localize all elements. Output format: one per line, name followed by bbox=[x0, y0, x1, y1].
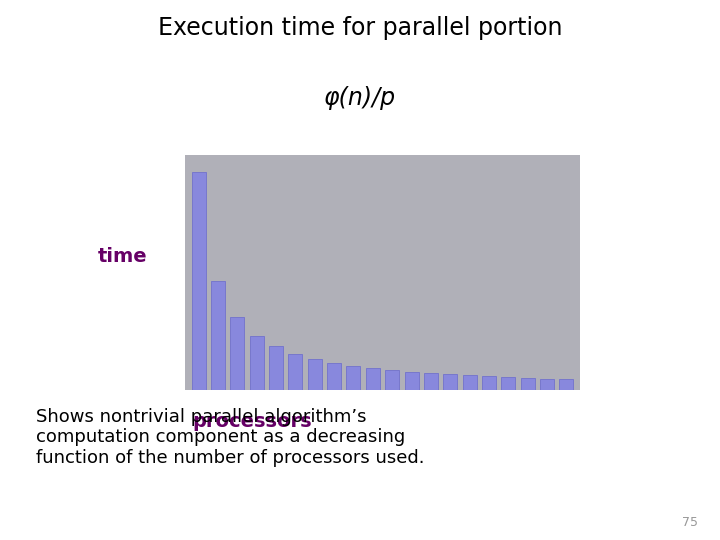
Bar bbox=[327, 363, 341, 390]
Bar bbox=[192, 172, 205, 390]
Bar bbox=[211, 281, 225, 390]
Bar bbox=[463, 375, 477, 390]
Bar bbox=[289, 354, 302, 390]
Text: Shows nontrivial parallel algorithm’s
computation component as a decreasing
func: Shows nontrivial parallel algorithm’s co… bbox=[36, 408, 425, 467]
Bar bbox=[230, 318, 244, 390]
Text: processors: processors bbox=[192, 411, 312, 430]
Bar bbox=[307, 359, 322, 390]
Bar bbox=[482, 376, 496, 390]
Bar bbox=[540, 379, 554, 390]
Bar bbox=[269, 347, 283, 390]
Bar bbox=[501, 377, 516, 390]
Text: Execution time for parallel portion: Execution time for parallel portion bbox=[158, 16, 562, 40]
Text: φ(n)/p: φ(n)/p bbox=[324, 86, 396, 110]
Bar bbox=[559, 379, 573, 390]
Bar bbox=[521, 378, 535, 390]
Text: time: time bbox=[98, 247, 147, 266]
Bar bbox=[250, 335, 264, 390]
Bar bbox=[366, 368, 379, 390]
Text: 75: 75 bbox=[683, 516, 698, 529]
Bar bbox=[385, 370, 399, 390]
Bar bbox=[444, 374, 457, 390]
Bar bbox=[346, 366, 361, 390]
Bar bbox=[424, 373, 438, 390]
Bar bbox=[405, 372, 418, 390]
